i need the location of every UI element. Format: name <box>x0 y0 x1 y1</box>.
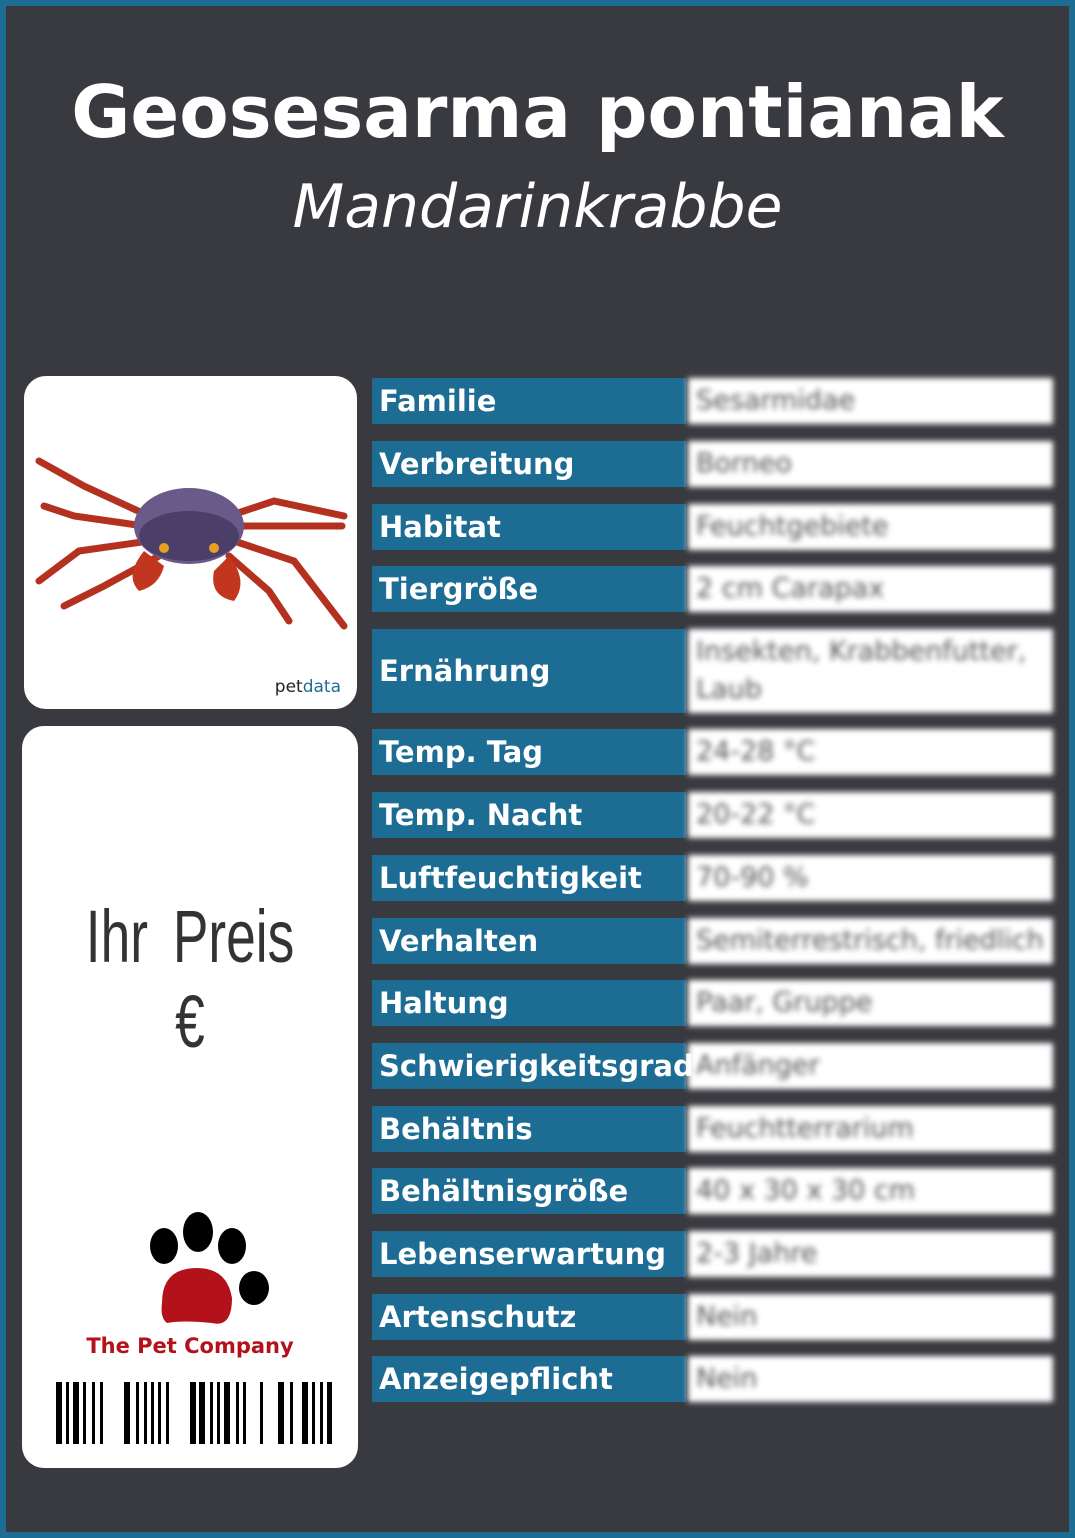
species-title: Geosesarma pontianak <box>71 70 1004 154</box>
fact-label: Verbreitung <box>372 441 686 487</box>
fact-value: Feuchtterrarium <box>688 1106 1053 1152</box>
common-name: Mandarinkrabbe <box>292 172 783 242</box>
fact-label: Lebenserwartung <box>372 1231 686 1277</box>
barcode <box>56 1382 332 1444</box>
fact-value: Paar, Gruppe <box>688 980 1053 1026</box>
fact-row: Behältnisgröße 40 x 30 x 30 cm <box>372 1168 1053 1214</box>
fact-value: Sesarmidae <box>688 378 1053 424</box>
fact-row: Verhalten Semiterrestrisch, friedlich <box>372 918 1053 964</box>
fact-value: 2 cm Carapax <box>688 566 1053 612</box>
fact-value: Nein <box>688 1294 1053 1340</box>
fact-row: Luftfeuchtigkeit 70-90 % <box>372 855 1053 901</box>
fact-value: 20-22 °C <box>688 792 1053 838</box>
fact-label: Schwierigkeitsgrad <box>372 1043 694 1089</box>
fact-value: Feuchtgebiete <box>688 504 1053 550</box>
fact-label: Temp. Tag <box>372 729 686 775</box>
fact-value: Semiterrestrisch, friedlich <box>688 918 1053 964</box>
fact-label: Temp. Nacht <box>372 792 686 838</box>
fact-row: Tiergröße 2 cm Carapax <box>372 566 1053 612</box>
fact-value: 24-28 °C <box>688 729 1053 775</box>
fact-label: Tiergröße <box>372 566 686 612</box>
price-card: Ihr Preis € The Pet Company <box>22 726 358 1468</box>
fact-value: 40 x 30 x 30 cm <box>688 1168 1053 1214</box>
fact-value: 70-90 % <box>688 855 1053 901</box>
fact-row: Familie Sesarmidae <box>372 378 1053 424</box>
price-label: Ihr Preis € <box>85 895 295 1063</box>
fact-row: Ernährung Insekten, Krabbenfutter, Laub <box>372 629 1053 713</box>
fact-value: Insekten, Krabbenfutter, Laub <box>688 629 1053 713</box>
fact-row: Habitat Feuchtgebiete <box>372 504 1053 550</box>
fact-row: Lebenserwartung 2-3 Jahre <box>372 1231 1053 1277</box>
fact-label: Anzeigepflicht <box>372 1356 686 1402</box>
animal-image-card: petdata <box>24 376 357 709</box>
fact-row: Schwierigkeitsgrad Anfänger <box>372 1043 1053 1089</box>
fact-label: Familie <box>372 378 686 424</box>
fact-label: Behältnis <box>372 1106 686 1152</box>
fact-value: Nein <box>688 1356 1053 1402</box>
fact-value: Anfänger <box>688 1043 1053 1089</box>
fact-row: Verbreitung Borneo <box>372 441 1053 487</box>
fact-label: Luftfeuchtigkeit <box>372 855 686 901</box>
paw-logo-icon <box>150 1212 269 1324</box>
fact-row: Temp. Nacht 20-22 °C <box>372 792 1053 838</box>
fact-row: Artenschutz Nein <box>372 1294 1053 1340</box>
fact-row: Anzeigepflicht Nein <box>372 1356 1053 1402</box>
fact-label: Behältnisgröße <box>372 1168 686 1214</box>
fact-label: Artenschutz <box>372 1294 686 1340</box>
fact-label: Verhalten <box>372 918 686 964</box>
fact-row: Temp. Tag 24-28 °C <box>372 729 1053 775</box>
fact-row: Behältnis Feuchtterrarium <box>372 1106 1053 1152</box>
fact-label: Haltung <box>372 980 686 1026</box>
company-name: The Pet Company <box>86 1334 294 1358</box>
fact-value: Borneo <box>688 441 1053 487</box>
fact-value: 2-3 Jahre <box>688 1231 1053 1277</box>
fact-label: Habitat <box>372 504 686 550</box>
crab-image <box>35 457 348 630</box>
fact-row: Haltung Paar, Gruppe <box>372 980 1053 1026</box>
petdata-logo: petdata <box>274 677 341 697</box>
fact-label: Ernährung <box>372 629 686 713</box>
